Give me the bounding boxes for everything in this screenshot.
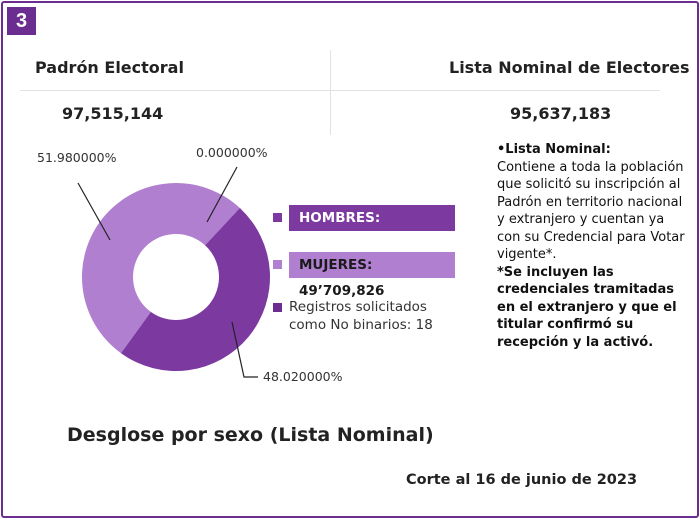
legend-swatch-mujeres	[273, 260, 282, 269]
leader-line-mujeres	[77, 182, 111, 241]
chart-title: Desglose por sexo (Lista Nominal)	[67, 424, 434, 446]
legend-nobinario-line2: como No binarios: 18	[289, 317, 433, 333]
donut-slice-hombres	[120, 208, 270, 371]
header-divider	[20, 90, 660, 91]
leader-line-hombres	[231, 321, 258, 378]
cutoff-date: Corte al 16 de junio de 2023	[406, 472, 638, 488]
note-body: Contiene a toda la población que solicit…	[497, 159, 685, 263]
donut-slice-no-binarios	[205, 208, 241, 246]
leader-line-nobinario	[206, 166, 238, 223]
lista-nominal-title: Lista Nominal de Electores	[449, 58, 690, 77]
column-divider	[330, 50, 331, 135]
section-number-badge: 3	[7, 7, 36, 35]
legend-label-mujeres: MUJERES: 49’709,826	[289, 252, 455, 299]
legend-swatch-nobinario	[273, 303, 282, 312]
note-heading: •Lista Nominal:	[497, 142, 611, 157]
donut-slice-mujeres	[81, 182, 241, 354]
legend-label-hombres: HOMBRES: 45’927,339	[289, 205, 455, 252]
data-label-hombres: 48.020000%	[263, 369, 343, 384]
data-label-mujeres: 51.980000%	[37, 150, 117, 165]
lista-nominal-value: 95,637,183	[510, 104, 612, 123]
legend-nobinario-line1: Registros solicitados	[289, 299, 427, 315]
padron-title: Padrón Electoral	[35, 58, 184, 77]
padron-value: 97,515,144	[62, 104, 164, 123]
lista-nominal-note: •Lista Nominal: Contiene a toda la pobla…	[497, 141, 687, 351]
legend-label-nobinario: Registros solicitados como No binarios: …	[289, 298, 469, 334]
note-footnote: *Se incluyen las credenciales tramitadas…	[497, 264, 677, 350]
data-label-nobinario: 0.000000%	[196, 145, 268, 160]
legend-swatch-hombres	[273, 213, 282, 222]
